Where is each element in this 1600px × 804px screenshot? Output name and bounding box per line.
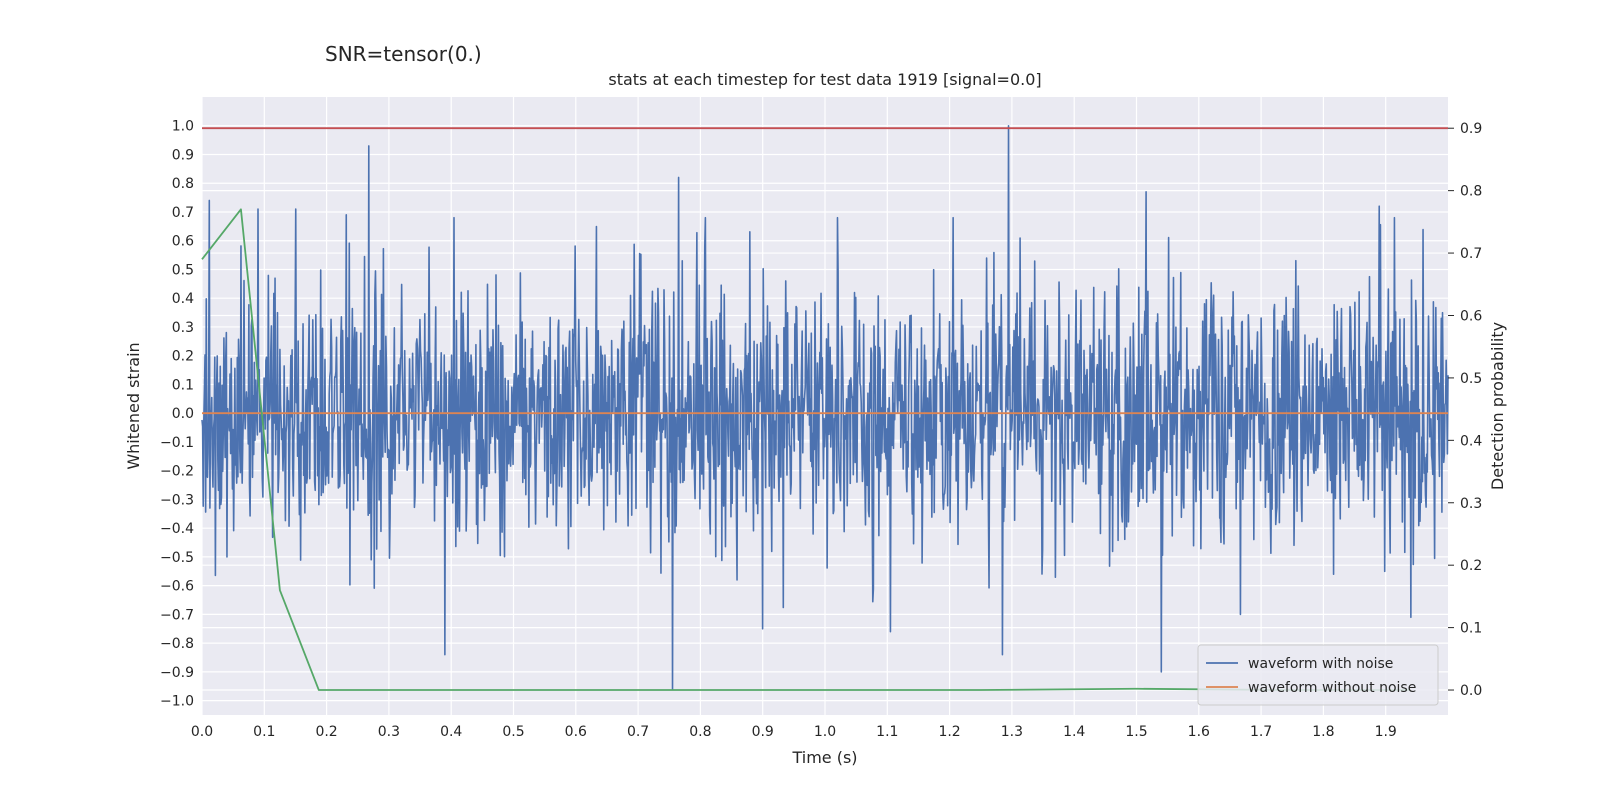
y-tick-label: 0.0 — [172, 406, 194, 422]
y-tick-label: 0.4 — [172, 291, 194, 307]
x-tick-label: 1.2 — [938, 724, 960, 740]
y-tick-label: −1.0 — [160, 694, 194, 710]
y2-tick-label: 0.5 — [1460, 371, 1482, 387]
y-tick-label: 0.3 — [172, 320, 194, 336]
x-tick-label: 1.1 — [876, 724, 898, 740]
x-tick-label: 0.6 — [565, 724, 587, 740]
y2-tick-label: 0.1 — [1460, 621, 1482, 637]
figure-suptitle: SNR=tensor(0.) — [325, 42, 482, 66]
y-tick-label: 0.2 — [172, 349, 194, 365]
y2-tick-label: 0.8 — [1460, 184, 1482, 200]
x-tick-label: 1.9 — [1375, 724, 1397, 740]
x-tick-label: 0.4 — [440, 724, 462, 740]
x-tick-label: 0.9 — [752, 724, 774, 740]
y-tick-label: −0.3 — [160, 492, 194, 508]
y-tick-label: −0.7 — [160, 607, 194, 623]
y2-axis-label: Detection probability — [1488, 322, 1507, 490]
y2-tick-label: 0.9 — [1460, 121, 1482, 137]
y2-tick-label: 0.7 — [1460, 246, 1482, 262]
y2-tick-label: 0.4 — [1460, 433, 1482, 449]
y-tick-label: −0.2 — [160, 464, 194, 480]
y-tick-label: −0.4 — [160, 521, 194, 537]
y-axis-label: Whitened strain — [124, 342, 143, 469]
y-tick-label: 0.8 — [172, 176, 194, 192]
y-tick-label: 0.6 — [172, 234, 194, 250]
y2-tick-label: 0.6 — [1460, 308, 1482, 324]
series-line-0 — [201, 124, 1449, 690]
x-tick-label: 0.5 — [502, 724, 524, 740]
y-tick-label: 1.0 — [172, 119, 194, 135]
x-axis-label: Time (s) — [791, 748, 857, 767]
x-tick-label: 1.5 — [1125, 724, 1147, 740]
legend-label: waveform with noise — [1248, 656, 1393, 672]
y-tick-label: 0.9 — [172, 147, 194, 163]
y-tick-label: 0.7 — [172, 205, 194, 221]
x-tick-label: 1.0 — [814, 724, 836, 740]
y-tick-label: −0.8 — [160, 636, 194, 652]
x-tick-label: 1.8 — [1312, 724, 1334, 740]
x-tick-label: 1.6 — [1188, 724, 1210, 740]
legend-label: waveform without noise — [1248, 680, 1416, 696]
y-tick-label: −0.5 — [160, 550, 194, 566]
x-tick-label: 1.3 — [1001, 724, 1023, 740]
x-tick-label: 1.7 — [1250, 724, 1272, 740]
chart-title: stats at each timestep for test data 191… — [608, 70, 1041, 89]
x-tick-label: 0.0 — [191, 724, 213, 740]
x-tick-label: 0.2 — [315, 724, 337, 740]
y-tick-label: −0.1 — [160, 435, 194, 451]
y2-tick-label: 0.3 — [1460, 496, 1482, 512]
y2-tick-label: 0.2 — [1460, 558, 1482, 574]
y-tick-label: −0.6 — [160, 579, 194, 595]
x-tick-label: 0.1 — [253, 724, 275, 740]
series-line-2 — [201, 208, 1410, 691]
y-tick-label: −0.9 — [160, 665, 194, 681]
x-tick-label: 0.3 — [378, 724, 400, 740]
y-tick-label: 0.1 — [172, 377, 194, 393]
x-tick-label: 0.7 — [627, 724, 649, 740]
y-tick-label: 0.5 — [172, 262, 194, 278]
y2-tick-label: 0.0 — [1460, 683, 1482, 699]
legend-box — [1197, 644, 1439, 706]
x-tick-label: 0.8 — [689, 724, 711, 740]
x-tick-label: 1.4 — [1063, 724, 1085, 740]
